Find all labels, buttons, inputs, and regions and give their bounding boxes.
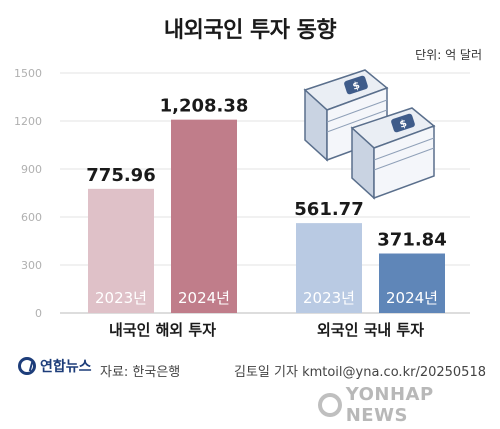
category-label: 내국인 해외 투자 — [109, 321, 216, 339]
bar-year-label: 2024년 — [178, 289, 230, 307]
data-label: 371.84 — [377, 230, 446, 251]
data-label: 561.77 — [294, 199, 363, 220]
bar — [88, 188, 154, 313]
money-stack-icon: $ — [350, 107, 436, 200]
data-label: 775.96 — [86, 165, 155, 186]
yonhap-logo-icon — [18, 357, 36, 375]
y-tick-label: 1500 — [14, 67, 42, 80]
bar-year-label: 2023년 — [303, 289, 355, 307]
bar — [379, 253, 445, 313]
brand-name: 연합뉴스 — [40, 359, 92, 375]
bar — [171, 119, 237, 313]
svg-text:$: $ — [398, 118, 408, 131]
watermark-text: YONHAP NEWS — [345, 384, 434, 426]
unit-label: 단위: 억 달러 — [415, 48, 482, 62]
y-tick-label: 300 — [21, 259, 42, 272]
category-label: 외국인 국내 투자 — [317, 321, 424, 339]
svg-text:$: $ — [351, 80, 361, 93]
y-tick-label: 600 — [21, 211, 42, 224]
y-tick-label: 1200 — [14, 115, 42, 128]
y-tick-label: 900 — [21, 163, 42, 176]
y-tick-label: 0 — [35, 307, 42, 320]
bar — [296, 223, 362, 313]
chart-title: 내외국인 투자 동향 — [163, 18, 337, 43]
bar-year-label: 2023년 — [95, 289, 147, 307]
data-label: 1,208.38 — [160, 96, 249, 117]
source-label: 자료: 한국은행 — [100, 365, 181, 380]
bar-year-label: 2024년 — [386, 289, 438, 307]
credit-label: 김토일 기자 kmtoil@yna.co.kr/20250518 — [234, 365, 486, 380]
watermark-icon — [318, 393, 342, 417]
yonhap-logo: 연합뉴스 — [18, 356, 92, 376]
watermark: YONHAP NEWS — [318, 384, 500, 426]
